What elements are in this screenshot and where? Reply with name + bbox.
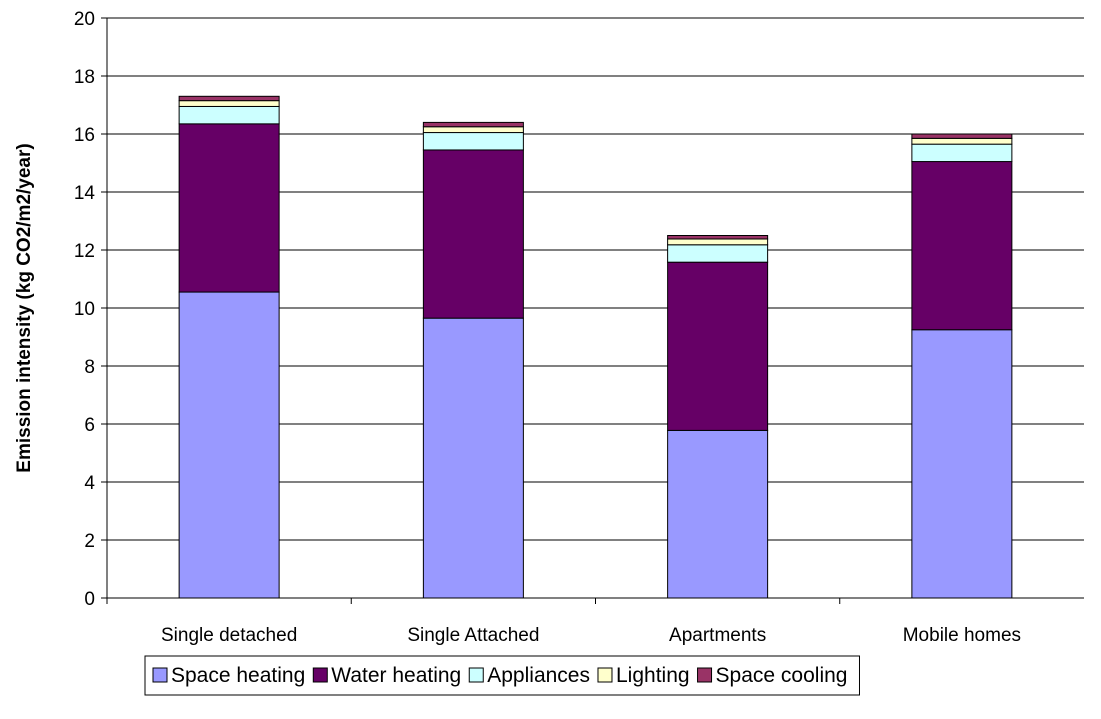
- axes: [106, 18, 1084, 604]
- y-tick-label: 20: [74, 9, 95, 30]
- legend-label: Lighting: [616, 664, 690, 687]
- y-tick-label: 14: [74, 183, 96, 204]
- bar-stack: [422, 121, 524, 599]
- bar-segment: [422, 317, 524, 599]
- bar-segment: [178, 100, 280, 107]
- bar-stack: [178, 95, 280, 599]
- legend-swatch: [468, 667, 484, 683]
- legend-item: Water heating: [312, 664, 461, 687]
- bar-segment: [422, 121, 524, 128]
- y-tick-label: 6: [84, 415, 95, 436]
- legend-item: Space cooling: [697, 664, 848, 687]
- y-tick-label: 2: [84, 531, 95, 552]
- bar-segment: [667, 235, 769, 240]
- bar-segment: [667, 244, 769, 263]
- legend-item: Appliances: [468, 664, 590, 687]
- x-category-label: Single detached: [161, 625, 297, 646]
- legend-item: Space heating: [152, 664, 305, 687]
- bar-segment: [178, 95, 280, 102]
- bar-segment: [422, 149, 524, 319]
- legend: Space heating Water heating Appliances Ligh…: [144, 655, 860, 696]
- bar-segment: [178, 105, 280, 125]
- legend-box: [144, 655, 860, 696]
- y-tick-label: 4: [84, 473, 95, 494]
- bar-stack: [667, 235, 769, 599]
- legend-label: Space cooling: [716, 664, 848, 687]
- legend-swatch: [312, 667, 328, 683]
- bar-segment: [667, 238, 769, 246]
- y-tick-label: 12: [74, 241, 95, 262]
- legend-label: Appliances: [487, 664, 590, 687]
- y-tick-label: 16: [74, 125, 95, 146]
- y-tick-label: 18: [74, 67, 95, 88]
- bar-segment: [422, 126, 524, 134]
- legend-swatch: [597, 667, 613, 683]
- bar-segment: [911, 329, 1013, 599]
- legend-label: Water heating: [331, 664, 461, 687]
- y-axis-label: Emission intensity (kg CO2/m2/year): [14, 143, 35, 472]
- legend-swatch: [152, 667, 168, 683]
- legend-swatch: [697, 667, 713, 683]
- y-tick-label: 10: [74, 299, 95, 320]
- x-category-labels: Single detached Single Attached Apartments…: [161, 625, 1021, 646]
- bar-segment: [911, 137, 1013, 145]
- x-category-label: Single Attached: [407, 625, 539, 646]
- bar-segment: [911, 161, 1013, 331]
- legend-item: Lighting: [597, 664, 690, 687]
- y-tick-label: 0: [84, 589, 95, 610]
- bar-segment: [667, 429, 769, 599]
- bar-segment: [178, 291, 280, 599]
- bar-segment: [178, 123, 280, 293]
- bar-segment: [911, 133, 1013, 139]
- y-tick-labels: 0 2 4 6 8 10 12 14 16 18 20: [74, 9, 96, 610]
- y-tick-label: 8: [84, 357, 95, 378]
- bar-segment: [911, 143, 1013, 163]
- legend-label: Space heating: [171, 664, 305, 687]
- bars: [178, 95, 1013, 599]
- bar-stack: [911, 133, 1013, 599]
- x-category-label: Apartments: [669, 625, 766, 646]
- bar-segment: [667, 261, 769, 431]
- bar-segment: [422, 132, 524, 151]
- x-category-label: Mobile homes: [903, 625, 1021, 646]
